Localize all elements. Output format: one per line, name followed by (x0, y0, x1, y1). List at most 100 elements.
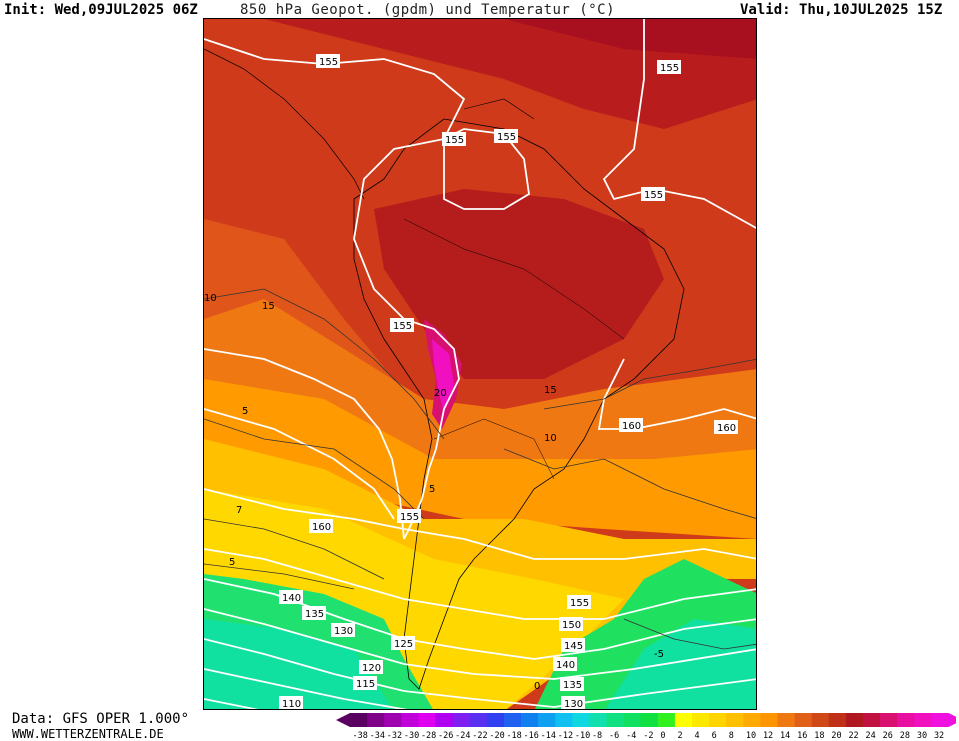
geopot-label: 155 (397, 509, 421, 523)
geopotential-contours (204, 19, 756, 709)
svg-text:155: 155 (400, 512, 419, 523)
colorbar-swatch (794, 713, 813, 727)
temp-label: 15 (262, 301, 275, 312)
colorbar-tick-label: -22 (472, 731, 487, 740)
geopot-label: 150 (559, 617, 583, 631)
colorbar-tick-label: -2 (643, 731, 653, 740)
colorbar-swatch (777, 713, 796, 727)
colorbar-tick-label: -28 (421, 731, 436, 740)
colorbar-swatch (503, 713, 522, 727)
colorbar-tick-label: 30 (917, 731, 927, 740)
colorbar-tick-label: -24 (455, 731, 470, 740)
colorbar-swatch (914, 713, 932, 727)
svg-text:125: 125 (394, 639, 413, 650)
svg-text:135: 135 (305, 609, 324, 620)
temperature-contours (204, 288, 756, 650)
svg-text:120: 120 (362, 663, 381, 674)
colorbar-tick-label: 12 (763, 731, 773, 740)
data-source: Data: GFS OPER 1.000° (12, 711, 190, 727)
temp-field-amazon (374, 189, 664, 379)
temp-label: 10 (204, 293, 217, 304)
colorbar-swatch (863, 713, 881, 727)
svg-text:155: 155 (393, 321, 412, 332)
geopot-label: 140 (279, 590, 303, 604)
geopot-label: 120 (359, 660, 383, 674)
website-credit: WWW.WETTERZENTRALE.DE (12, 727, 164, 741)
colorbar-swatch (931, 713, 949, 727)
svg-text:115: 115 (356, 679, 375, 690)
colorbar-tick-label: -30 (404, 731, 419, 740)
colorbar-tick-label: -32 (387, 731, 402, 740)
colorbar-swatch (350, 713, 368, 727)
colorbar-tick-label: 16 (797, 731, 807, 740)
colorbar-tick-label: -20 (489, 731, 504, 740)
svg-text:155: 155 (445, 135, 464, 146)
colorbar-tick-label: 14 (780, 731, 790, 740)
geopot-label: 130 (331, 623, 355, 637)
weather-map[interactable]: 155 155 155 155 155 155 160 160 160 140 … (203, 18, 757, 710)
colorbar-swatch (401, 713, 419, 727)
colorbar-tick-label: -18 (506, 731, 521, 740)
colorbar-swatch (521, 713, 539, 727)
colorbar-tick-label: 8 (729, 731, 734, 740)
svg-text:130: 130 (334, 626, 353, 637)
svg-text:160: 160 (312, 522, 331, 533)
colorbar-swatch (692, 713, 710, 727)
colorbar-swatch (760, 713, 778, 727)
temp-label: 5 (229, 557, 235, 568)
colorbar-swatch (418, 713, 436, 727)
colorbar-swatch (845, 713, 864, 727)
colorbar-swatch (623, 713, 642, 727)
colorbar-tick-label: 10 (746, 731, 756, 740)
geopot-label: 155 (390, 318, 414, 332)
svg-text:160: 160 (622, 421, 641, 432)
colorbar-swatch (606, 713, 625, 727)
temp-label: 20 (434, 388, 447, 399)
geopot-label: 125 (391, 636, 415, 650)
svg-text:140: 140 (282, 593, 301, 604)
valid-time: Valid: Thu,10JUL2025 15Z (740, 2, 943, 18)
geopot-label: 160 (714, 420, 738, 434)
geopot-label: 155 (641, 187, 665, 201)
svg-text:130: 130 (564, 699, 583, 710)
temp-label: 15 (544, 385, 557, 396)
colorbar-tick-label: 6 (712, 731, 717, 740)
colorbar-tick-label: -14 (541, 731, 556, 740)
colorbar-swatch (452, 713, 471, 727)
colorbar-swatch (555, 713, 573, 727)
colorbar-tick-label: 18 (814, 731, 824, 740)
temp-label: 10 (544, 433, 557, 444)
temp-label: 5 (429, 484, 435, 495)
svg-text:110: 110 (282, 699, 301, 710)
colorbar-swatch (469, 713, 488, 727)
colorbar-tick-label: -10 (575, 731, 590, 740)
colorbar-swatch (726, 713, 744, 727)
colorbar-tick-label: 24 (866, 731, 876, 740)
geopot-label: 155 (494, 129, 518, 143)
geopot-label: 160 (309, 519, 333, 533)
contour-labels: 155 155 155 155 155 155 160 160 160 140 … (204, 54, 738, 710)
colorbar-tick-label: -8 (592, 731, 602, 740)
map-svg: 155 155 155 155 155 155 160 160 160 140 … (204, 19, 756, 710)
colorbar-swatch (367, 713, 385, 727)
geopot-label: 110 (279, 696, 303, 710)
colorbar-tick-label: 4 (695, 731, 700, 740)
geopot-label: 155 (442, 132, 466, 146)
svg-text:155: 155 (319, 57, 338, 68)
colorbar-swatch (674, 713, 693, 727)
colorbar-tick-label: -26 (438, 731, 453, 740)
svg-text:155: 155 (570, 598, 589, 609)
coastline (353, 118, 685, 690)
colorbar-tick-label: -4 (626, 731, 636, 740)
colorbar-tick-label: -16 (524, 731, 539, 740)
geopot-label: 115 (353, 676, 377, 690)
colorbar-swatch (743, 713, 761, 727)
svg-text:155: 155 (660, 63, 679, 74)
temp-label: 5 (242, 406, 248, 417)
colorbar-tick-label: 28 (900, 731, 910, 740)
chart-title: 850 hPa Geopot. (gpdm) und Temperatur (°… (240, 2, 616, 18)
svg-text:140: 140 (556, 660, 575, 671)
colorbar-swatch (572, 713, 590, 727)
temp-label: 7 (236, 505, 242, 516)
colorbar-tick-label: 2 (677, 731, 682, 740)
